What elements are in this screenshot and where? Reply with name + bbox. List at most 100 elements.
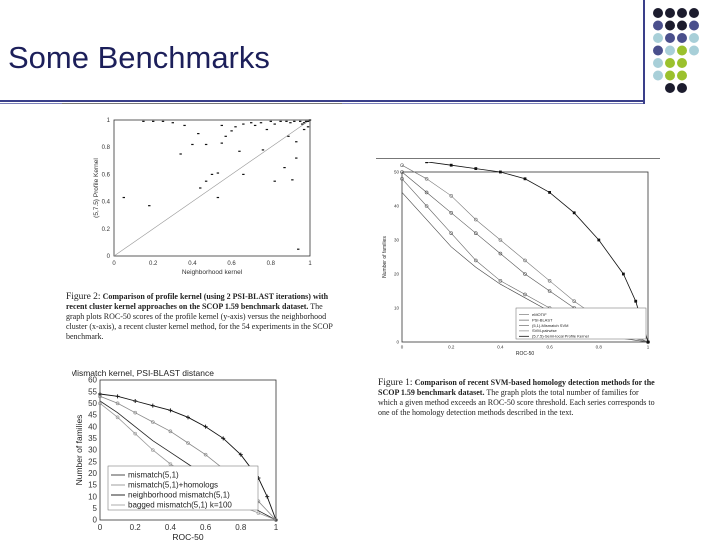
series-marker (168, 429, 173, 434)
x-tick-label: 0 (98, 523, 103, 532)
families-figure: 0 0.2 0.4 0.6 0.8 1 0 10 20 30 40 50 ROC-50 Number of… (376, 162, 660, 358)
y-tick-label: 0 (107, 254, 111, 260)
series-marker (265, 494, 270, 499)
series-marker (151, 448, 155, 452)
y-tick-label: 20 (88, 469, 97, 478)
decor-dot (689, 33, 699, 43)
legend-label: SVM-pairwise (532, 328, 557, 333)
series-marker (238, 452, 243, 457)
decor-dot (677, 83, 687, 93)
x-tick-label: 0.8 (235, 523, 247, 532)
series-marker (498, 251, 503, 256)
decor-dot (677, 8, 687, 18)
chart-title: Mismatch kernel, PSI-BLAST distance (72, 368, 214, 378)
y-tick-label: 55 (88, 387, 97, 396)
figure1-caption-text: The graph plots the total number of fami… (378, 388, 655, 417)
series-marker (572, 299, 576, 303)
legend-label: bagged mismatch(5,1) k=100 (128, 501, 232, 510)
figure2-caption-label: Figure 2: (66, 292, 101, 302)
legend-box (107, 465, 259, 511)
mismatch-figure: Mismatch kernel, PSI-BLAST distance 0 0.2 0… (72, 362, 294, 540)
decor-dot (689, 20, 699, 31)
y-tick-label: 5 (93, 504, 98, 513)
y-tick-label: 50 (88, 399, 97, 408)
y-axis-label: Number of families (74, 415, 84, 486)
slide-title: Some Benchmarks (8, 40, 270, 75)
scatter-figure: 0 0.2 0.4 0.6 0.8 1 0 0.2 0.4 0.6 0.8 1 Neighborhood… (62, 108, 342, 288)
series-marker (203, 452, 208, 457)
x-axis-label: Neighborhood kernel (182, 269, 243, 276)
y-axis-label: (5,7.5) Profile Kernel (93, 158, 100, 218)
plot-frame (401, 171, 649, 343)
series-marker (186, 415, 190, 420)
series-marker (474, 231, 478, 235)
series-marker (449, 231, 453, 235)
figure1-caption-label: Figure 1: (378, 378, 413, 388)
y-tick-label: 10 (394, 306, 400, 311)
x-tick-label: 0.6 (546, 345, 553, 350)
y-tick-label: 0.8 (102, 145, 111, 151)
plot-frame (99, 379, 277, 521)
decor-vertical-line (643, 0, 645, 104)
x-tick-label: 0.4 (497, 345, 504, 350)
series-marker (597, 238, 601, 242)
y-tick-label: 35 (88, 434, 97, 443)
x-tick-label: 0.4 (188, 261, 197, 267)
fig-rule-right (376, 158, 660, 159)
series-marker (168, 408, 173, 413)
series-line (425, 162, 649, 343)
series-line (99, 393, 277, 521)
series-marker (449, 193, 453, 198)
y-tick-label: 40 (394, 204, 400, 209)
legend-label: neighborhood mismatch(5,1) (128, 491, 230, 500)
y-tick-label: 30 (88, 446, 97, 455)
series-marker (622, 272, 625, 276)
series-marker (498, 279, 503, 283)
x-tick-label: 0 (112, 261, 116, 267)
legend-label: mismatch(5,1) (128, 471, 179, 480)
series-marker (449, 210, 453, 215)
legend-label: eMOTIF (532, 312, 547, 317)
series-marker (449, 163, 453, 167)
series-marker (400, 176, 404, 181)
legend-label: (5,1)-Mismatch SVM (532, 323, 568, 328)
x-tick-label: 0.2 (149, 261, 158, 267)
series-marker (400, 170, 404, 174)
decor-dot (653, 45, 663, 56)
y-tick-label: 40 (88, 422, 97, 431)
series-marker (168, 462, 173, 466)
x-tick-label: 0.6 (200, 523, 212, 532)
decor-dot-grid (653, 8, 699, 93)
series-marker (424, 204, 429, 208)
figure2-caption-bold: Comparison of profile kernel (using 2 PS… (66, 292, 329, 311)
x-tick-label: 0.4 (165, 523, 177, 532)
series-marker (547, 289, 552, 293)
decor-dot (665, 45, 675, 56)
y-tick-label: 0.6 (102, 172, 111, 178)
x-axis-label: ROC-50 (172, 532, 203, 540)
x-tick-label: 0.8 (267, 261, 276, 267)
series-marker (115, 401, 120, 406)
x-tick-label: 1 (647, 345, 650, 350)
series-marker (151, 420, 155, 424)
series-marker (499, 170, 502, 174)
series-marker (547, 279, 552, 283)
title-rule (0, 100, 645, 102)
series-marker (523, 272, 527, 276)
series-marker (133, 431, 138, 436)
decor-dot (677, 20, 687, 31)
decor-dot (689, 8, 699, 18)
decor-dot (653, 8, 663, 18)
series-marker (424, 190, 429, 195)
x-axis-label: ROC-50 (516, 351, 535, 357)
decor-dot (665, 33, 675, 43)
diagonal-line (113, 119, 311, 257)
series-marker (133, 410, 138, 415)
y-tick-label: 15 (88, 481, 97, 490)
decor-dot (677, 33, 687, 43)
y-tick-label: 0.2 (102, 227, 111, 233)
decor-dot (653, 20, 663, 31)
y-tick-label: 60 (88, 376, 97, 385)
decor-dot (665, 20, 675, 31)
plot-frame (113, 119, 311, 257)
